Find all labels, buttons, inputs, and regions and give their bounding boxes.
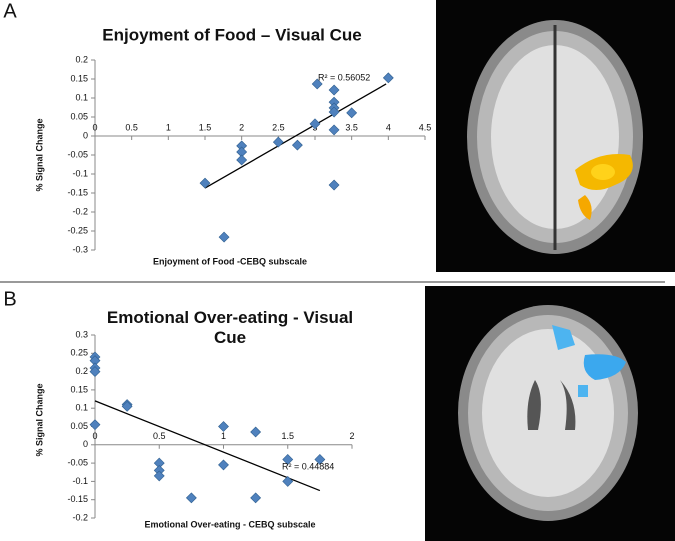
- data-point: [311, 78, 323, 90]
- y-tick-label: -0.1: [72, 476, 88, 486]
- x-tick-label: 2.5: [272, 122, 285, 132]
- y-tick-label: 0.05: [70, 421, 88, 431]
- data-point: [291, 139, 303, 151]
- data-point: [153, 470, 165, 482]
- x-tick-label: 2: [349, 431, 354, 441]
- y-tick-label: -0.05: [67, 149, 88, 159]
- y-tick-label: 0.15: [70, 73, 88, 83]
- data-point: [218, 459, 229, 471]
- y-tick-label: -0.15: [67, 494, 88, 504]
- y-tick-label: 0.05: [70, 111, 88, 121]
- y-tick-label: -0.2: [72, 512, 88, 522]
- data-point: [218, 421, 229, 432]
- x-tick-label: 1: [166, 122, 171, 132]
- y-tick-label: -0.25: [67, 225, 88, 235]
- y-tick-label: 0.1: [75, 403, 88, 413]
- x-tick-label: 0.5: [125, 122, 138, 132]
- data-point: [121, 400, 133, 412]
- data-point: [346, 107, 358, 119]
- chart-title: Emotional Over-eating - Visual Cue: [106, 308, 354, 347]
- y-tick-label: 0: [83, 130, 88, 140]
- y-tick-label: 0.2: [75, 366, 88, 376]
- x-tick-label: 3.5: [345, 122, 358, 132]
- data-point: [250, 492, 262, 504]
- x-tick-label: 2: [239, 122, 244, 132]
- data-point: [89, 419, 101, 431]
- data-point: [382, 72, 394, 84]
- y-tick-label: -0.05: [67, 457, 88, 467]
- y-tick-label: -0.15: [67, 187, 88, 197]
- x-axis-label: Emotional Over-eating - CEBQ subscale: [144, 519, 315, 529]
- x-tick-label: 1.5: [199, 122, 212, 132]
- y-tick-label: 0.25: [70, 348, 88, 358]
- brain-image-a: [436, 0, 675, 272]
- data-point: [185, 492, 197, 504]
- x-tick-label: 0: [92, 122, 97, 132]
- trendline: [94, 400, 321, 492]
- y-tick-label: 0.2: [75, 54, 88, 64]
- data-point: [89, 366, 101, 378]
- y-tick-label: -0.1: [72, 168, 88, 178]
- y-tick-label: -0.2: [72, 206, 88, 216]
- chart-title: Enjoyment of Food – Visual Cue: [102, 25, 361, 44]
- data-point: [250, 426, 262, 438]
- x-axis-label: Enjoyment of Food -CEBQ subscale: [153, 256, 307, 266]
- r-squared-annotation: R² = 0.44884: [282, 461, 334, 471]
- data-point: [236, 154, 248, 166]
- data-point: [282, 454, 294, 465]
- y-tick-label: 0.15: [70, 384, 88, 394]
- data-point: [272, 136, 284, 148]
- x-tick-label: 0: [92, 431, 97, 441]
- data-point: [314, 454, 326, 465]
- data-point: [328, 84, 340, 96]
- data-point: [199, 177, 211, 189]
- x-tick-label: 4.5: [419, 122, 432, 132]
- trendline: [204, 83, 387, 189]
- data-point: [218, 231, 230, 243]
- x-tick-label: 1.5: [281, 431, 294, 441]
- panel-label: B: [3, 288, 16, 310]
- r-squared-annotation: R² = 0.56052: [318, 72, 370, 82]
- y-tick-label: -0.3: [72, 244, 88, 254]
- y-tick-label: 0: [83, 439, 88, 449]
- x-tick-label: 4: [386, 122, 391, 132]
- y-tick-label: 0.1: [75, 92, 88, 102]
- y-axis-label: % Signal Change: [34, 118, 44, 191]
- x-tick-label: 1: [221, 431, 226, 441]
- y-axis-label: % Signal Change: [34, 383, 44, 456]
- data-point: [328, 179, 340, 191]
- brain-image-b: [425, 286, 675, 541]
- data-point: [282, 475, 294, 487]
- data-point: [309, 118, 321, 130]
- data-point: [328, 124, 340, 136]
- data-point: [328, 106, 340, 118]
- x-tick-label: 0.5: [153, 431, 166, 441]
- y-tick-label: 0.3: [75, 329, 88, 339]
- panel-label: A: [3, 0, 17, 22]
